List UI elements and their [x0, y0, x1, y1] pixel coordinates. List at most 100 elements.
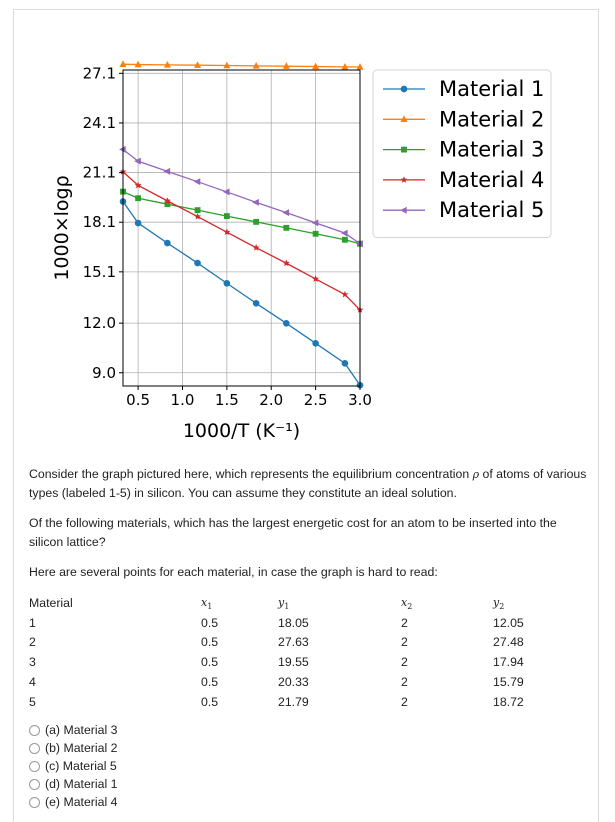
triangle-left-marker — [400, 206, 407, 214]
cell-y1: 18.05 — [278, 615, 309, 630]
header-y2: y2 — [493, 595, 505, 611]
header-y1: y1 — [278, 595, 290, 611]
series-line — [122, 191, 361, 245]
circle-marker — [400, 85, 408, 93]
legend-item: Material 4 — [383, 168, 544, 192]
radio-button[interactable] — [29, 796, 40, 808]
cell-x1: 0.5 — [201, 615, 219, 630]
triangle-left-marker — [222, 188, 230, 196]
option-label: (a) Material 3 — [45, 723, 118, 737]
triangle-marker — [252, 61, 260, 69]
option-d[interactable]: (d) Material 1 — [29, 775, 117, 793]
cell-y2: 17.94 — [493, 655, 524, 670]
points-intro: Here are several points for each materia… — [29, 565, 438, 579]
circle-marker — [223, 279, 231, 287]
option-label: (b) Material 2 — [45, 741, 118, 755]
star-marker — [163, 197, 171, 204]
radio-button[interactable] — [29, 760, 40, 772]
triangle-left-marker — [163, 167, 171, 175]
intro-text-end: of atoms of various types (labeled 1-5) … — [29, 467, 587, 500]
series-line — [122, 63, 361, 68]
triangle-marker — [194, 61, 202, 68]
star-marker — [341, 290, 349, 298]
x-tick-label: 2.5 — [304, 391, 328, 409]
triangle-marker — [119, 60, 127, 67]
y-tick-label: 9.0 — [92, 364, 116, 382]
intro-text-start: Consider the graph pictured here, which … — [29, 467, 473, 481]
series-material-2 — [119, 60, 364, 70]
star-marker — [134, 181, 142, 189]
y-tick-label: 12.0 — [83, 314, 116, 332]
square-marker — [283, 224, 290, 231]
square-marker — [135, 195, 142, 202]
option-label: (d) Material 1 — [45, 777, 118, 791]
legend-label: Material 5 — [439, 198, 544, 222]
legend-label: Material 4 — [439, 168, 544, 192]
cell-x2: 2 — [401, 615, 408, 630]
circle-marker — [194, 259, 201, 267]
circle-marker — [312, 340, 319, 347]
table-row: 5 0.5 21.79 2 18.72 — [29, 692, 563, 712]
x-axis-label: 1000/T (K⁻¹) — [183, 420, 300, 442]
square-marker — [164, 201, 171, 208]
y-tick-label: 21.1 — [83, 164, 116, 182]
series-line — [122, 171, 361, 311]
cell-y1: 27.63 — [278, 635, 309, 650]
option-a[interactable]: (a) Material 3 — [29, 721, 117, 739]
cell-x1: 0.5 — [201, 675, 219, 690]
cell-material: 2 — [29, 635, 36, 650]
legend-item: Material 1 — [383, 77, 544, 101]
cell-y2: 12.05 — [493, 615, 524, 630]
plot-frame — [122, 69, 361, 387]
cell-material: 5 — [29, 694, 36, 709]
answer-options: (a) Material 3 (b) Material 2 (c) Materi… — [29, 721, 117, 811]
x-tick-label: 2.0 — [259, 391, 283, 409]
x-tick-label: 1.0 — [171, 391, 195, 409]
triangle-left-marker — [311, 219, 319, 227]
option-b[interactable]: (b) Material 2 — [29, 739, 117, 757]
y-axis-label: 1000×logρ — [51, 175, 73, 280]
cell-y1: 20.33 — [278, 675, 309, 690]
square-marker — [253, 218, 260, 225]
circle-marker — [252, 299, 260, 307]
question-prompt: Of the following materials, which has th… — [29, 516, 557, 549]
cell-material: 4 — [29, 675, 36, 690]
cell-x2: 2 — [401, 675, 408, 690]
chart-series — [119, 60, 364, 389]
radio-button[interactable] — [29, 724, 40, 736]
triangle-marker — [312, 62, 320, 70]
square-marker — [223, 213, 230, 220]
radio-button[interactable] — [29, 778, 40, 790]
triangle-marker — [163, 60, 171, 68]
circle-marker — [283, 319, 290, 327]
radio-button[interactable] — [29, 742, 40, 754]
option-label: (e) Material 4 — [45, 795, 118, 809]
header-x1: x1 — [201, 595, 213, 611]
series-line — [122, 148, 361, 245]
cell-y2: 27.48 — [493, 635, 524, 650]
y-tick-label: 27.1 — [83, 64, 116, 82]
x-tick-label: 1.5 — [215, 391, 239, 409]
series-material-1 — [119, 198, 364, 389]
rho-symbol: ρ — [472, 468, 480, 481]
points-table: Material x1 y1 x2 y2 1 0.5 18.05 2 12.05… — [29, 593, 563, 712]
triangle-left-marker — [282, 209, 290, 217]
table-row: 1 0.5 18.05 2 12.05 — [29, 613, 563, 633]
legend-label: Material 3 — [439, 138, 544, 162]
triangle-marker — [282, 62, 290, 69]
y-tick-label: 18.1 — [83, 213, 116, 231]
cell-y1: 21.79 — [278, 694, 309, 709]
option-e[interactable]: (e) Material 4 — [29, 793, 117, 811]
cell-y2: 15.79 — [493, 675, 524, 690]
cell-y2: 18.72 — [493, 694, 524, 709]
option-c[interactable]: (c) Material 5 — [29, 757, 117, 775]
y-tick-label: 15.1 — [83, 263, 116, 281]
legend-item: Material 2 — [383, 107, 544, 131]
triangle-marker — [356, 63, 364, 70]
header-x2: x2 — [401, 595, 413, 611]
series-material-4 — [119, 168, 364, 313]
cell-x2: 2 — [401, 694, 408, 709]
x-tick-label: 0.5 — [126, 391, 150, 409]
chart-legend: Material 1 Material 2 Material 3 Material 4… — [372, 69, 552, 238]
square-marker — [312, 230, 319, 237]
